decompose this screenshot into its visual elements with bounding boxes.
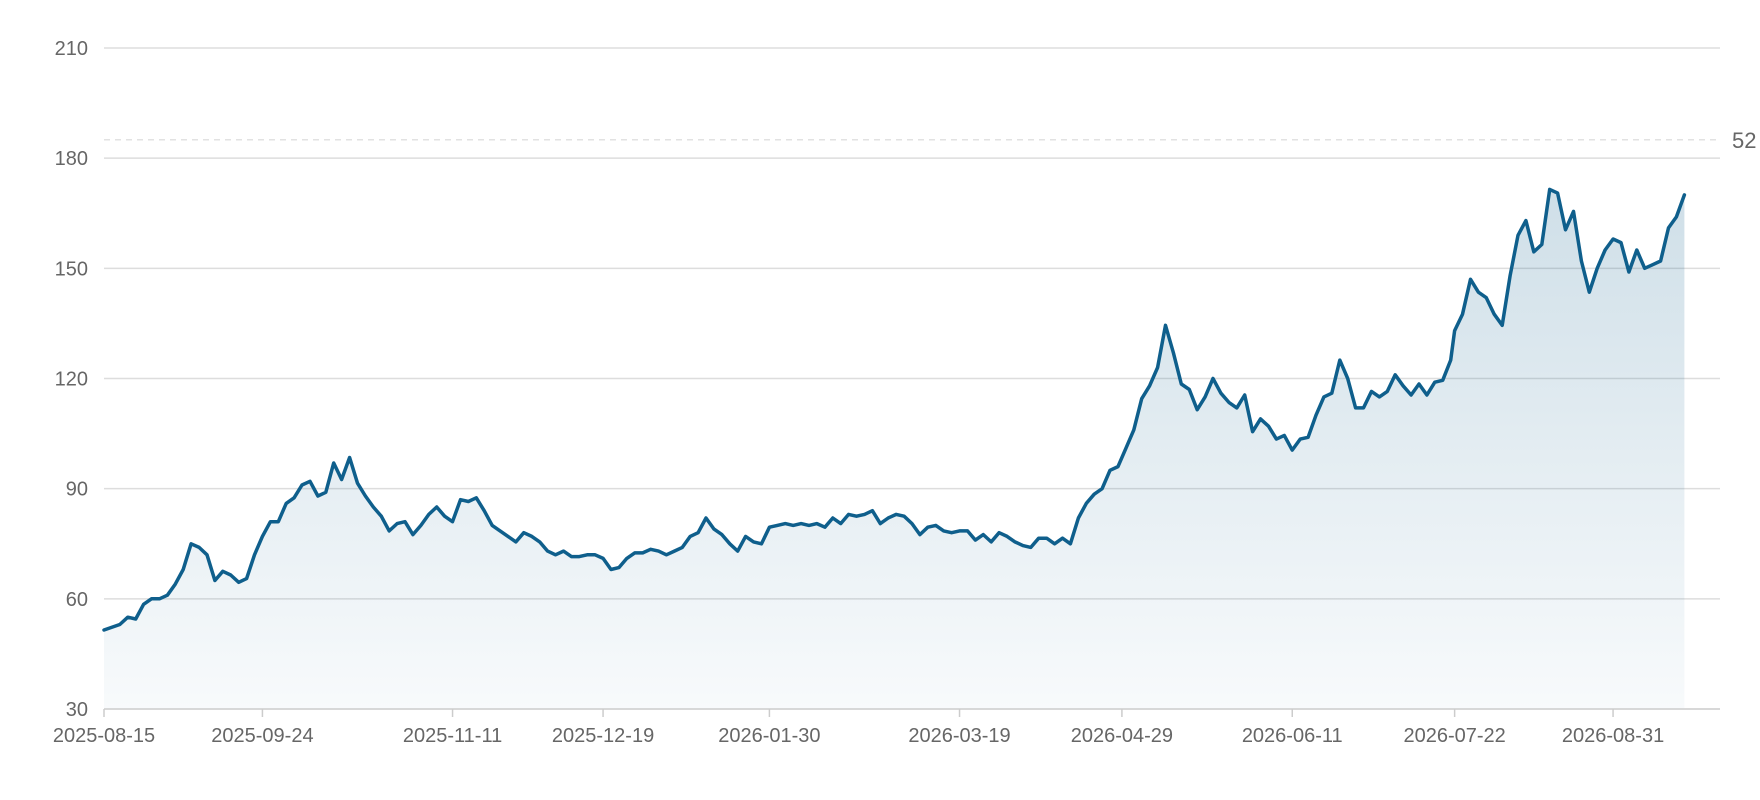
y-tick-label-150: 150 — [55, 258, 88, 280]
x-tick-label-2026-01-30: 2026-01-30 — [718, 725, 820, 747]
y-tick-label-30: 30 — [66, 699, 88, 721]
y-tick-label-90: 90 — [66, 479, 88, 501]
x-tick-label-2026-04-29: 2026-04-29 — [1071, 725, 1173, 747]
y-tick-label-210: 210 — [55, 38, 88, 60]
x-tick-labels: 2025-08-15 2025-09-24 2025-11-11 2025-12-19… — [53, 725, 1664, 747]
axes — [103, 708, 1720, 717]
area-fill-group — [104, 189, 1685, 709]
y-tick-label-60: 60 — [66, 589, 88, 611]
x-tick-label-2025-12-19: 2025-12-19 — [552, 725, 654, 747]
x-tick-label-2026-07-22: 2026-07-22 — [1403, 725, 1505, 747]
series-area-fill — [104, 189, 1685, 709]
x-tick-label-2025-09-24: 2025-09-24 — [211, 725, 313, 747]
x-tick-label-2026-06-11: 2026-06-11 — [1242, 725, 1343, 747]
x-tick-label-2025-11-11: 2025-11-11 — [403, 725, 502, 747]
series-line — [102, 187, 1687, 632]
x-tick-label-2026-03-19: 2026-03-19 — [908, 725, 1010, 747]
y-tick-label-180: 180 — [55, 148, 88, 170]
series-line-group — [102, 187, 1687, 632]
y-tick-label-120: 120 — [55, 369, 88, 391]
x-tick-label-2025-08-15: 2025-08-15 — [53, 725, 155, 747]
y-tick-labels: 30 60 90 120 150 180 210 — [55, 38, 88, 721]
x-tick-label-2026-08-31: 2026-08-31 — [1562, 725, 1664, 747]
reference-line-label: 52 — [1732, 128, 1756, 153]
reference-line-group: 52 — [104, 128, 1756, 153]
